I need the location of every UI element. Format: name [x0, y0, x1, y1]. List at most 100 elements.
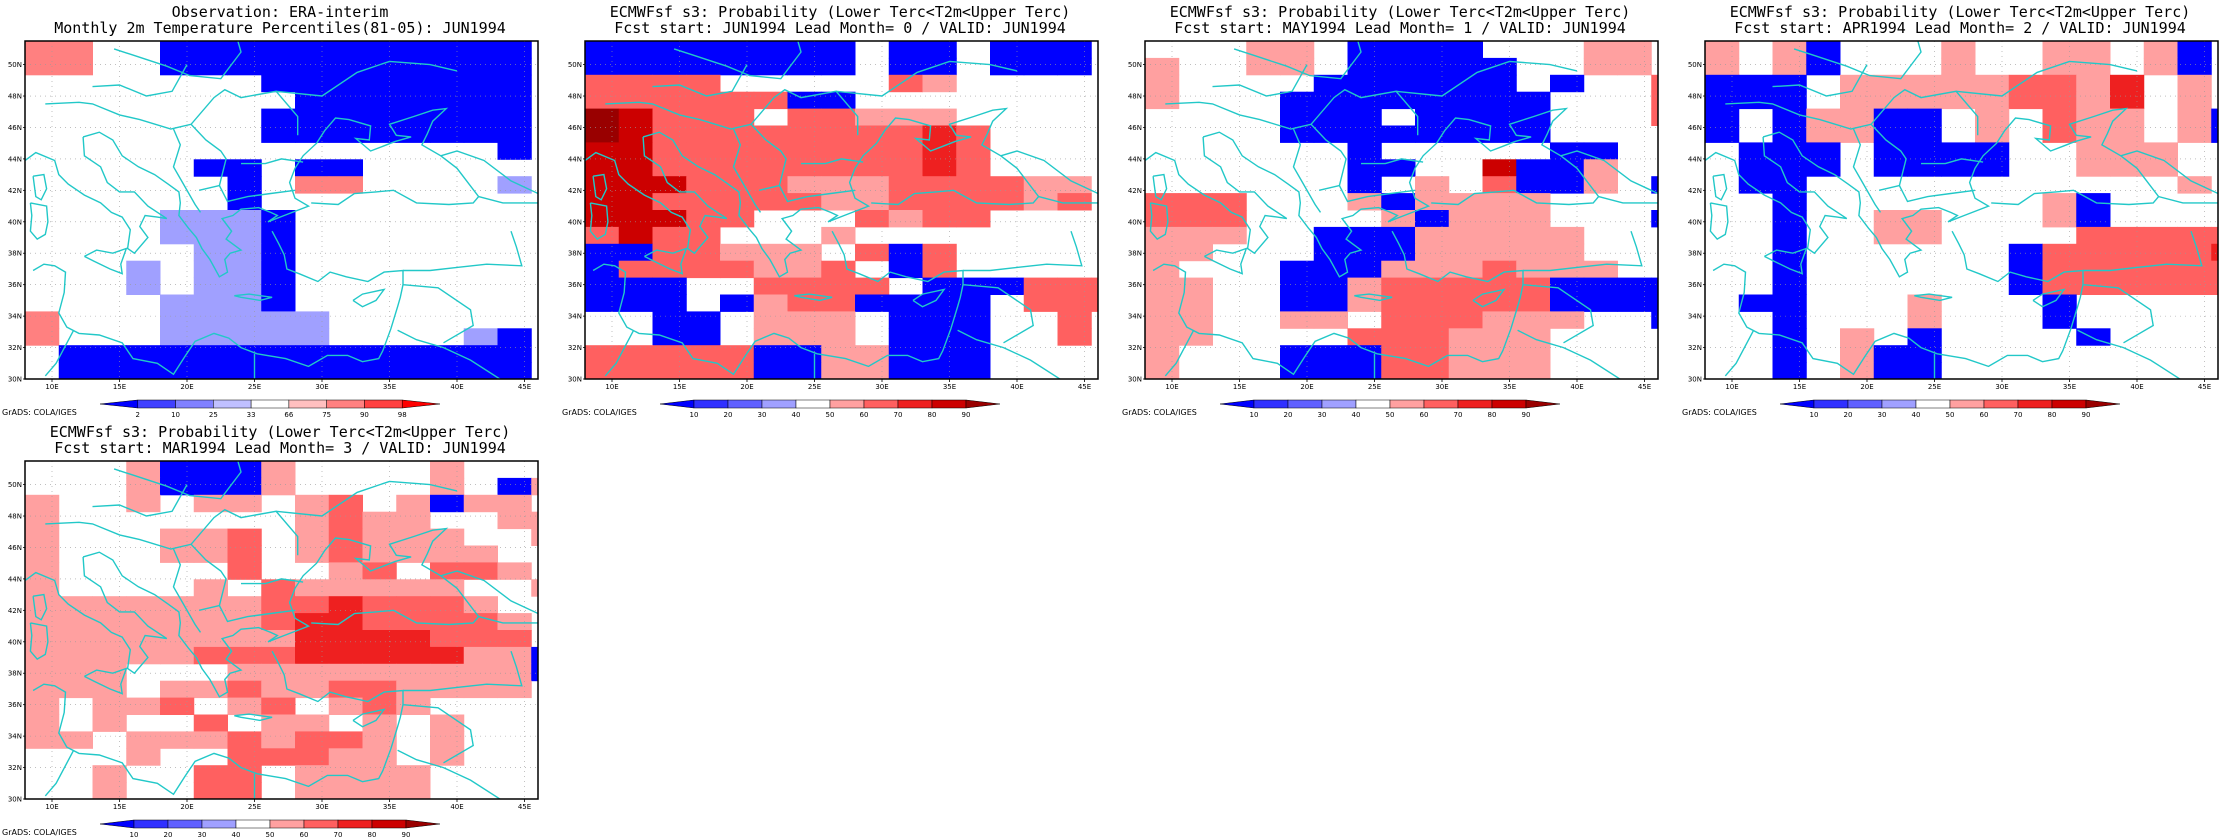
grid-cell [618, 277, 653, 295]
grid-cell [821, 345, 856, 363]
grid-cell [1941, 142, 1976, 160]
grid-cell [618, 345, 653, 363]
lat-tick-label: 44N [568, 155, 582, 163]
coastline [794, 293, 833, 302]
coastline [25, 136, 168, 255]
grid-cell [1448, 243, 1483, 262]
grid-cell [497, 328, 532, 346]
grid-cell [1347, 328, 1382, 346]
grid-cell [362, 613, 397, 631]
coastline [92, 484, 188, 517]
grid-cell [1975, 74, 2010, 93]
grid-cell [362, 545, 397, 563]
colorbar-swatch [2085, 399, 2121, 409]
grid-cell [463, 108, 498, 126]
grid-cell [821, 142, 856, 160]
colorbar-swatch [364, 399, 403, 409]
grid-cell [1381, 362, 1416, 379]
grid-cell [25, 697, 60, 715]
grid-cell [193, 731, 228, 749]
grid-cell [227, 748, 262, 766]
grid-cell [753, 345, 788, 363]
colorbar-swatch [1881, 399, 1917, 409]
grid-cell [1651, 176, 1658, 194]
lat-tick-label: 42N [8, 187, 22, 195]
lon-tick-label: 35E [943, 383, 956, 391]
colorbar-label: 30 [198, 831, 207, 839]
grid-cell [295, 545, 330, 563]
grid-cell [227, 663, 262, 682]
lon-tick-label: 40E [2130, 383, 2143, 391]
grid-cell [2042, 74, 2077, 93]
grid-cell [261, 663, 296, 682]
grid-cell [686, 108, 721, 126]
grid-cell [227, 210, 262, 228]
grid-cell [1381, 260, 1416, 279]
grid-cell [652, 277, 687, 295]
grid-cell [1057, 277, 1092, 295]
coastline [241, 578, 304, 585]
grid-cell [1415, 210, 1450, 228]
grid-cell [618, 362, 653, 379]
grid-cell [160, 613, 195, 631]
grid-cell [922, 277, 957, 295]
grid-cell [956, 311, 991, 329]
grid-cell [686, 243, 721, 262]
grid-cell [2008, 277, 2043, 295]
map-frame [1704, 40, 2219, 380]
grid-cell [922, 210, 957, 228]
grid-cell [58, 630, 93, 648]
colorbar-label: 66 [284, 411, 293, 419]
grid-cell [463, 545, 498, 563]
grid-cell [328, 545, 363, 563]
grid-cell [652, 91, 687, 110]
grid-cell [227, 596, 262, 614]
coastline [84, 667, 128, 695]
grid-cell [531, 663, 538, 682]
grid-cell [430, 596, 465, 614]
grid-cell [1583, 57, 1618, 76]
grid-cell [1381, 57, 1416, 76]
grid-cell [430, 731, 465, 749]
coastline [962, 284, 1034, 344]
grid-cell [328, 362, 363, 379]
grid-cell [227, 328, 262, 346]
grid-cell [1617, 57, 1652, 76]
colorbar-label: 60 [860, 411, 869, 419]
grid-cell [295, 579, 330, 597]
lon-tick-label: 45E [1078, 383, 1091, 391]
grid-cell [1381, 243, 1416, 262]
grid-cell [753, 311, 788, 329]
grid-cell [295, 345, 330, 363]
grid-cell [686, 57, 721, 76]
grid-cell [1482, 108, 1517, 126]
map-frame [24, 40, 539, 380]
grid-cell [362, 748, 397, 766]
coastline [732, 128, 762, 213]
grid-cell [2042, 125, 2077, 143]
grid-cell [1347, 243, 1382, 262]
grid-cell [1941, 41, 1976, 59]
grid-cell [1907, 159, 1942, 177]
grid-cell [126, 362, 161, 379]
colorbar-swatch [1491, 399, 1527, 409]
coastline [1204, 247, 1248, 275]
colorbar-label: 25 [209, 411, 218, 419]
grid-cell [295, 74, 330, 93]
lon-tick-label: 25E [248, 803, 261, 811]
lat-tick-label: 42N [1688, 187, 1702, 195]
grid-cell [585, 345, 620, 363]
coastline [218, 605, 296, 623]
grid-cell [855, 294, 890, 312]
colorbar-swatch [201, 819, 237, 829]
grid-cell [1280, 362, 1315, 379]
grid-cell [1347, 125, 1382, 143]
grid-cell [261, 646, 296, 665]
grid-cell [1651, 74, 1658, 93]
grid-cell [463, 646, 498, 665]
grid-cell [821, 226, 856, 245]
grid-cell [25, 579, 60, 597]
grid-cell [227, 461, 262, 479]
grid-cell [1448, 260, 1483, 279]
grid-cell [362, 57, 397, 76]
